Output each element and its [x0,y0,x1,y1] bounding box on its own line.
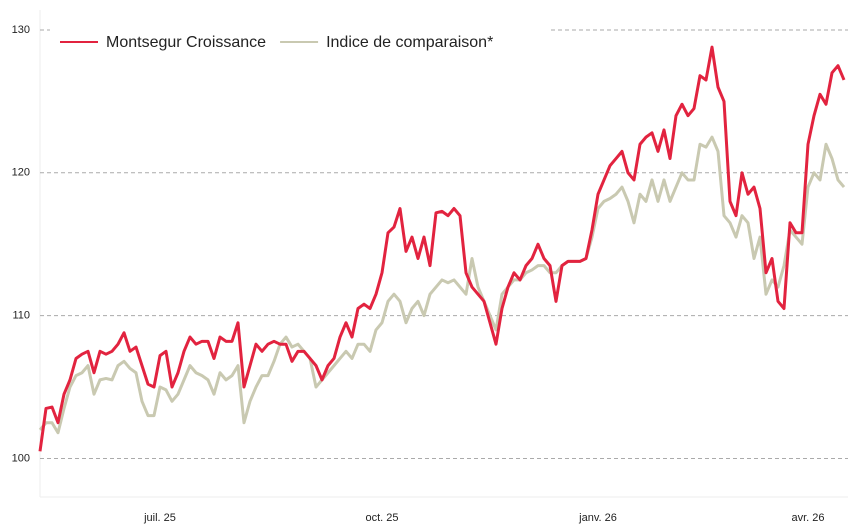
legend-label: Montsegur Croissance [106,34,266,51]
x-tick-label: avr. 26 [791,512,824,524]
y-tick-label: 100 [12,452,30,464]
y-tick-label: 120 [12,167,30,179]
y-tick-label: 130 [12,24,30,36]
x-tick-label: oct. 25 [365,512,398,524]
x-tick-label: juil. 25 [143,512,176,524]
series-line [38,45,846,452]
x-tick-label: janv. 26 [578,512,617,524]
legend-label: Indice de comparaison* [326,34,493,51]
series-line [38,135,846,435]
y-tick-label: 110 [12,310,30,322]
